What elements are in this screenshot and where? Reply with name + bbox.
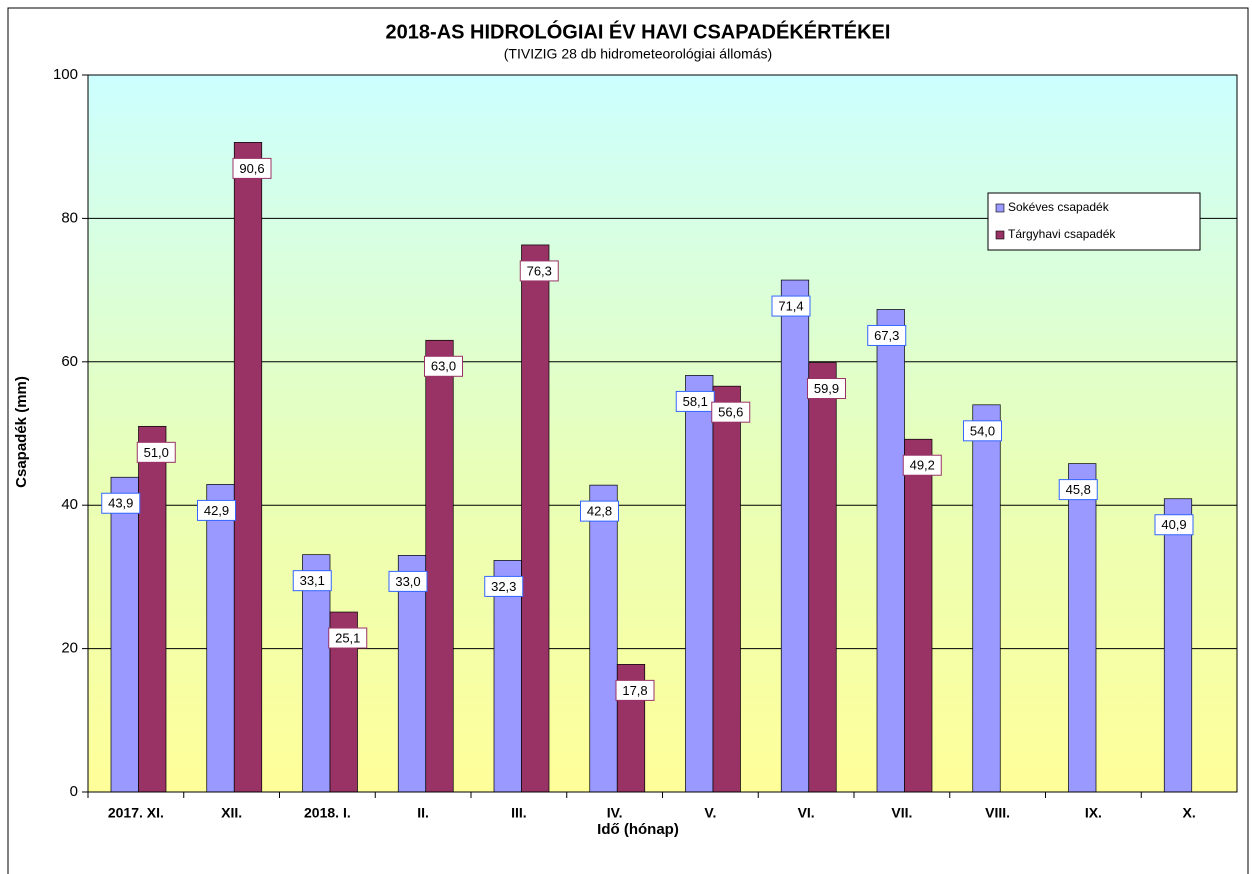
x-axis-label: Idő (hónap) <box>597 821 679 838</box>
value-label-box <box>136 441 176 463</box>
value-label: 33,0 <box>395 574 420 589</box>
x-tick-label: VI. <box>798 805 815 821</box>
value-label: 58,1 <box>683 394 708 409</box>
legend-label: Tárgyhavi csapadék <box>1008 227 1116 241</box>
value-label-box <box>1058 479 1098 501</box>
value-label: 67,3 <box>874 328 899 343</box>
value-label: 17,8 <box>622 683 647 698</box>
value-label: 42,9 <box>204 503 229 518</box>
value-label-box <box>615 679 655 701</box>
x-tick-label: V. <box>704 805 716 821</box>
legend <box>987 192 1201 251</box>
x-tick-label: X. <box>1183 805 1196 821</box>
value-label-box <box>1154 514 1194 536</box>
legend-label: Sokéves csapadék <box>1008 200 1110 214</box>
bar <box>1068 463 1097 793</box>
y-tick-label: 100 <box>53 66 78 83</box>
bar <box>425 339 454 793</box>
x-tick-label: III. <box>511 805 527 821</box>
value-label: 90,6 <box>239 161 264 176</box>
chart-title: 2018-AS HIDROLÓGIAI ÉV HAVI CSAPADÉKÉRTÉ… <box>386 19 891 43</box>
value-label-box <box>292 570 332 592</box>
y-tick-label: 40 <box>61 496 78 513</box>
x-tick-label: VIII. <box>985 805 1010 821</box>
bar <box>904 438 933 793</box>
value-label: 63,0 <box>431 359 456 374</box>
value-label: 33,1 <box>300 573 325 588</box>
value-label-box <box>675 390 715 412</box>
value-label: 76,3 <box>527 263 552 278</box>
x-tick-label: VII. <box>891 805 912 821</box>
bar <box>110 476 139 793</box>
value-label: 59,9 <box>814 381 839 396</box>
value-label-box <box>484 575 524 597</box>
value-label-box <box>711 401 751 423</box>
bar <box>876 309 905 793</box>
x-tick-label: 2017. XI. <box>108 805 164 821</box>
value-label-box <box>232 157 272 179</box>
bar <box>302 554 331 793</box>
y-tick-label: 60 <box>61 353 78 370</box>
x-tick-label: II. <box>417 805 429 821</box>
value-label: 42,8 <box>587 504 612 519</box>
value-label-box <box>101 492 141 514</box>
value-label: 45,8 <box>1066 482 1091 497</box>
bar <box>138 425 167 793</box>
bar <box>206 484 235 793</box>
x-tick-label: XII. <box>221 805 242 821</box>
value-label-box <box>902 454 942 476</box>
y-axis-label: Csapadék (mm) <box>13 376 30 488</box>
legend-swatch <box>995 230 1005 240</box>
value-label-box <box>328 627 368 649</box>
value-label: 56,6 <box>718 405 743 420</box>
x-tick-label: IX. <box>1085 805 1102 821</box>
value-label: 25,1 <box>335 630 360 645</box>
value-label: 43,9 <box>108 496 133 511</box>
value-label-box <box>807 378 846 400</box>
bar <box>589 484 618 793</box>
value-label-box <box>963 420 1002 442</box>
bar <box>233 142 263 793</box>
value-label: 40,9 <box>1161 517 1186 532</box>
value-label-box <box>519 260 559 282</box>
x-tick-label: IV. <box>607 805 623 821</box>
value-label-box <box>580 500 619 522</box>
bar <box>972 404 1001 793</box>
bar <box>493 560 522 793</box>
bar <box>685 375 714 793</box>
bar <box>1163 498 1193 793</box>
value-label-box <box>771 295 811 317</box>
value-label: 49,2 <box>910 458 935 473</box>
x-tick-label: 2018. I. <box>304 805 351 821</box>
legend-swatch <box>995 203 1005 213</box>
bar <box>780 279 810 793</box>
bar <box>712 385 741 793</box>
bar <box>521 244 550 793</box>
value-label: 71,4 <box>778 298 803 313</box>
bar <box>808 362 837 793</box>
value-label: 54,0 <box>970 423 995 438</box>
value-label-box <box>197 499 236 521</box>
y-tick-label: 20 <box>61 640 78 657</box>
value-label: 51,0 <box>144 445 169 460</box>
chart-subtitle: (TIVIZIG 28 db hidrometeorológiai állomá… <box>504 46 772 62</box>
value-label-box <box>424 355 463 377</box>
value-label: 32,3 <box>491 579 516 594</box>
y-tick-label: 80 <box>61 209 78 226</box>
y-tick-label: 0 <box>70 783 78 800</box>
value-label-box <box>388 570 428 592</box>
value-label-box <box>867 324 907 346</box>
